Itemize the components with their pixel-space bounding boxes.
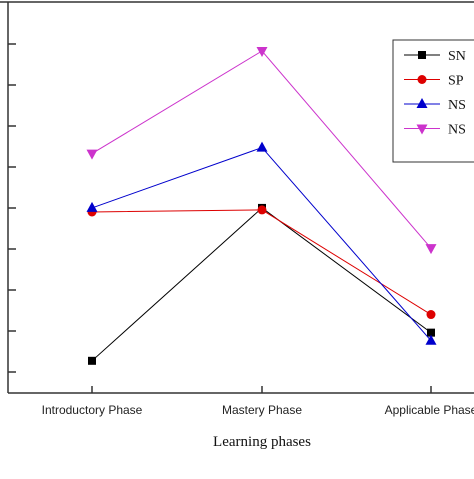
series-line-0 (91, 207, 432, 362)
axes (0, 1, 474, 394)
series-line-2 (91, 146, 432, 342)
series-1-point-2 (426, 310, 436, 320)
series-0-point-0 (88, 356, 96, 365)
series-3-point-1 (256, 47, 268, 57)
category-labels: Introductory Phase Mastery Phase Applicabl… (42, 403, 474, 417)
legend-label-3: NS (448, 123, 466, 138)
x-ticks (91, 386, 432, 393)
series-1-point-1 (257, 205, 267, 215)
legend-marker-2 (416, 98, 428, 108)
series-line-1 (91, 209, 432, 315)
x-axis-label: Learning phases (213, 434, 311, 450)
legend-label-1: SP (448, 74, 464, 89)
legend-marker-1 (417, 75, 427, 84)
category-label-0: Introductory Phase (42, 403, 143, 417)
series-1 (87, 205, 436, 320)
series-2-point-1 (256, 141, 268, 152)
series-2 (86, 141, 437, 345)
legend-marker-3 (416, 124, 428, 135)
category-label-1: Mastery Phase (222, 403, 302, 417)
series-3-point-0 (86, 149, 98, 160)
legend-box (392, 39, 474, 163)
series-layer (86, 47, 437, 365)
series-3-point-2 (425, 244, 437, 255)
series-2-point-0 (86, 201, 98, 212)
series-3 (86, 47, 437, 255)
legend-label-2: NS (448, 98, 466, 113)
series-2-point-2 (425, 334, 437, 345)
category-label-2: Applicable Phase (385, 403, 474, 417)
legend-label-0: SN (448, 49, 466, 64)
legend-marker-0 (418, 51, 426, 59)
y-ticks (8, 43, 16, 373)
legend: SN SP NS NS (392, 39, 474, 163)
series-0-point-2 (427, 328, 435, 337)
